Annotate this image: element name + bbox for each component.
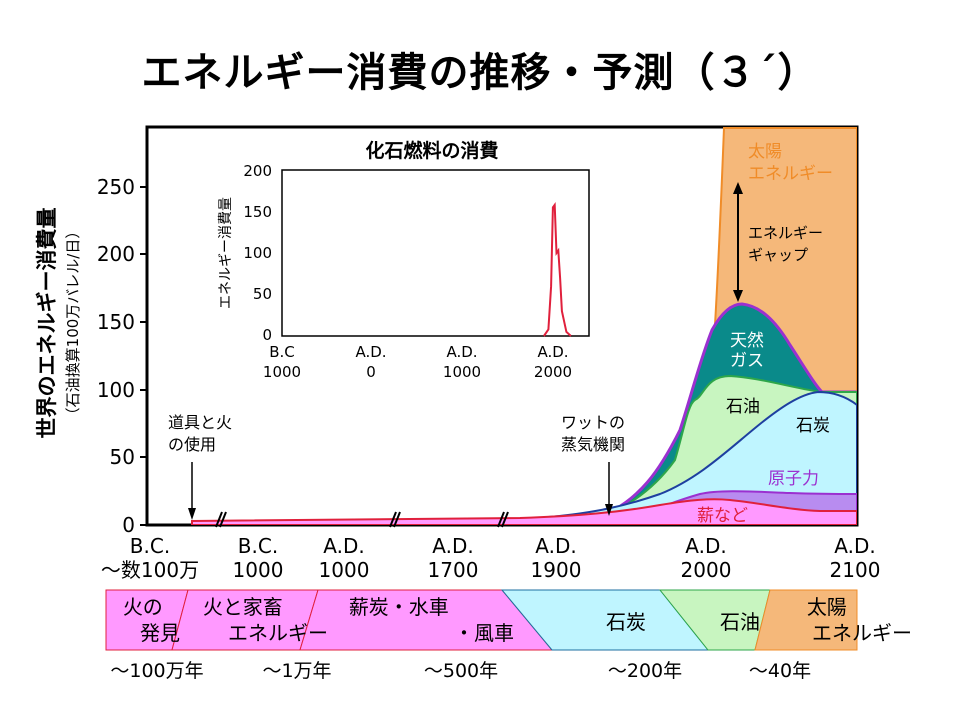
area-wood <box>191 498 857 525</box>
inset-x-tick: A.D. <box>355 343 386 361</box>
x-tick-label: A.D. <box>685 534 726 558</box>
y-tick-label: 250 <box>97 175 135 199</box>
inset-y-tick: 0 <box>262 326 272 344</box>
annotation-arrow-tools <box>188 462 196 520</box>
series-label-wood: 薪など <box>697 506 748 526</box>
annotation-tools-fire: 道具と火 の使用 <box>168 413 237 454</box>
y-axis <box>140 186 147 526</box>
y-axis-label: 世界のエネルギー消費量 <box>35 208 59 439</box>
inset-y-tick: 150 <box>243 203 272 221</box>
inset-series-line <box>543 202 572 337</box>
x-tick-label: A.D. <box>432 534 473 558</box>
inset-title: 化石燃料の消費 <box>365 139 498 162</box>
inset-frame <box>281 169 590 337</box>
inset-x-tick: B.C <box>269 343 295 361</box>
era-label: 太陽 エネルギー <box>807 595 912 645</box>
inset-x-tick: 2000 <box>534 363 572 381</box>
x-tick-label: ～数100万 <box>101 558 199 582</box>
era-duration: ～100万年 <box>110 660 203 682</box>
era-solar <box>754 589 858 651</box>
era-duration: ～1万年 <box>262 660 331 682</box>
y-tick-label: 0 <box>122 513 135 537</box>
inset-y-tick: 200 <box>243 162 272 180</box>
era-duration: ～200年 <box>608 660 682 682</box>
series-label-nuclear: 原子力 <box>768 469 819 489</box>
x-tick-label: 1700 <box>428 558 479 582</box>
inset-y-label: エネルギー消費量 <box>218 197 234 309</box>
annotation-arrow-steam <box>605 462 613 516</box>
x-tick-label: 1000 <box>319 558 370 582</box>
inset-x-tick: 1000 <box>263 363 301 381</box>
inset-x-tick: 0 <box>366 363 376 381</box>
era-label: 火と家畜 エネルギー <box>203 595 328 645</box>
series-label-solar: 太陽 エネルギー <box>748 142 833 184</box>
y-tick-label: 100 <box>97 378 135 402</box>
series-label-coal: 石炭 <box>796 416 830 436</box>
y-tick-label: 150 <box>97 310 135 334</box>
era-label: 石炭 <box>606 610 646 634</box>
series-label-natural-gas: 天然 ガス <box>730 331 769 371</box>
x-tick-label: A.D. <box>834 534 875 558</box>
inset-y-tick: 50 <box>253 285 272 303</box>
y-tick-label: 50 <box>110 445 135 469</box>
y-axis-sublabel: （石油換算100万バレル/日） <box>64 224 82 423</box>
x-tick-label: 1900 <box>531 558 582 582</box>
axis-breaks <box>215 511 509 528</box>
inset-x-tick: A.D. <box>446 343 477 361</box>
page-title: エネルギー消費の推移・予測（３´） <box>141 50 819 96</box>
inset-y-tick: 100 <box>243 244 272 262</box>
era-label: 火の 発見 <box>123 595 180 645</box>
era-duration: ～500年 <box>424 660 498 682</box>
era-label: 薪炭・水車 ・風車 <box>349 595 514 645</box>
era-label: 石油 <box>720 610 760 634</box>
era-duration: ～40年 <box>749 660 811 682</box>
inset-x-tick: A.D. <box>537 343 568 361</box>
x-tick-label: 1000 <box>233 558 284 582</box>
x-tick-label: B.C. <box>130 534 170 558</box>
x-tick-label: B.C. <box>238 534 278 558</box>
energy-gap-label: エネルギー ギャップ <box>748 224 828 264</box>
series-label-oil: 石油 <box>726 397 760 417</box>
x-tick-label: 2000 <box>681 558 732 582</box>
x-tick-label: 2100 <box>830 558 881 582</box>
y-tick-label: 200 <box>97 242 135 266</box>
x-tick-label: A.D. <box>323 534 364 558</box>
inset-chart: 化石燃料の消費 200 150 100 50 0 エネルギー消費量 B.C 10… <box>218 139 590 381</box>
era-band: 火の 発見 火と家畜 エネルギー 薪炭・水車 ・風車 石炭 石油 太陽 エネルギ… <box>105 589 912 682</box>
x-tick-label: A.D. <box>535 534 576 558</box>
inset-x-tick: 1000 <box>443 363 481 381</box>
annotation-steam-engine: ワットの 蒸気機関 <box>561 413 630 454</box>
energy-gap-arrow <box>733 182 743 302</box>
